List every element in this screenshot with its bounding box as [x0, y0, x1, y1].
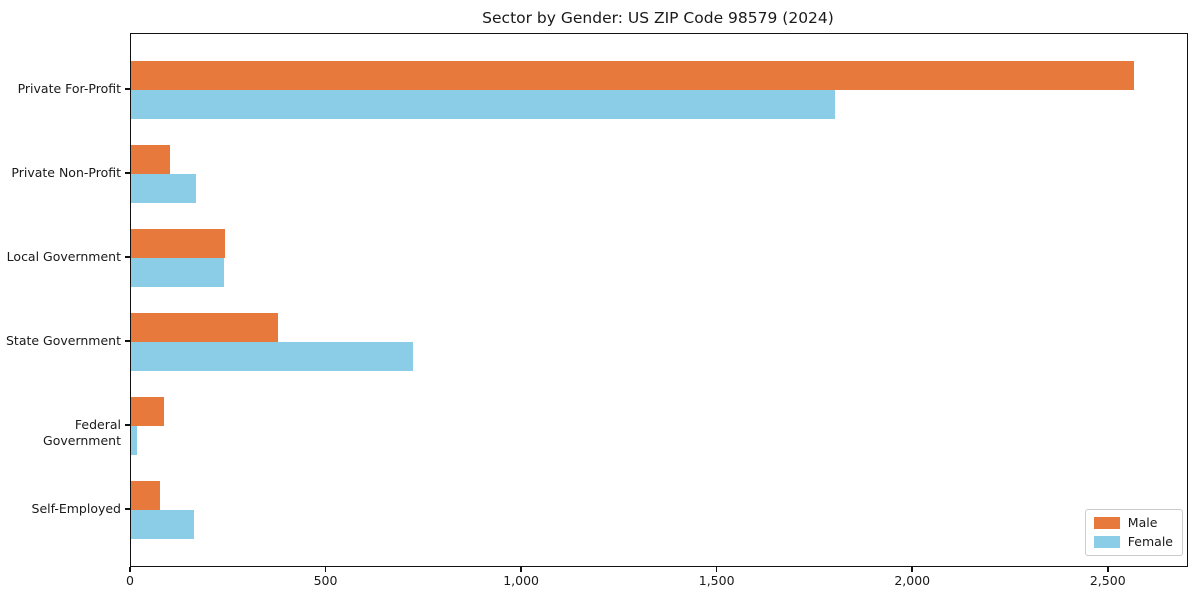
ytick-mark: [125, 340, 130, 342]
bar-male-federal-government: [131, 397, 165, 426]
ytick-label-private-for-profit: Private For-Profit: [17, 81, 121, 96]
legend-label-female: Female: [1127, 534, 1173, 549]
bar-female-private-non-profit: [131, 174, 196, 203]
xtick-mark: [129, 566, 131, 572]
legend-label-male: Male: [1127, 515, 1158, 530]
plot-area: Male Female: [130, 33, 1188, 567]
ytick-mark: [125, 424, 130, 426]
xtick-mark: [324, 566, 327, 572]
xtick-label-2500: 2,500: [1089, 573, 1126, 588]
legend: Male Female: [1084, 509, 1183, 556]
bar-female-local-government: [131, 258, 225, 287]
xtick-label-1500: 1,500: [698, 573, 735, 588]
ytick-mark: [125, 508, 130, 510]
ytick-mark: [125, 172, 130, 174]
female-swatch: [1093, 536, 1120, 548]
bar-female-federal-government: [131, 426, 137, 455]
legend-item-female: Female: [1093, 534, 1173, 549]
ytick-label-state-government: State Government: [5, 333, 121, 348]
xtick-mark: [715, 566, 718, 572]
bar-female-state-government: [131, 342, 413, 371]
xtick-mark: [911, 566, 914, 572]
ytick-mark: [125, 256, 130, 258]
xtick-label-2000: 2,000: [894, 573, 931, 588]
bar-male-self-employed: [131, 481, 161, 510]
ytick-label-private-non-profit: Private Non-Profit: [11, 165, 121, 180]
xtick-label-500: 500: [313, 573, 338, 588]
xtick-mark: [520, 566, 522, 572]
chart-title: Sector by Gender: US ZIP Code 98579 (202…: [482, 9, 834, 27]
ytick-mark: [125, 88, 130, 90]
legend-item-male: Male: [1093, 515, 1173, 530]
xtick-mark: [1106, 566, 1109, 572]
bar-male-private-non-profit: [131, 145, 171, 174]
xtick-label-0: 0: [126, 573, 134, 588]
male-swatch: [1093, 517, 1120, 529]
plot-inner: [131, 34, 1187, 566]
bar-male-state-government: [131, 313, 278, 342]
ytick-label-local-government: Local Government: [6, 249, 121, 264]
ytick-label-federal-government: Federal Government: [43, 417, 121, 448]
bar-male-private-for-profit: [131, 61, 1135, 90]
bar-female-self-employed: [131, 510, 194, 539]
ytick-label-self-employed: Self-Employed: [31, 501, 121, 516]
xtick-label-1000: 1,000: [503, 573, 539, 588]
bar-male-local-government: [131, 229, 225, 258]
bar-female-private-for-profit: [131, 90, 835, 119]
